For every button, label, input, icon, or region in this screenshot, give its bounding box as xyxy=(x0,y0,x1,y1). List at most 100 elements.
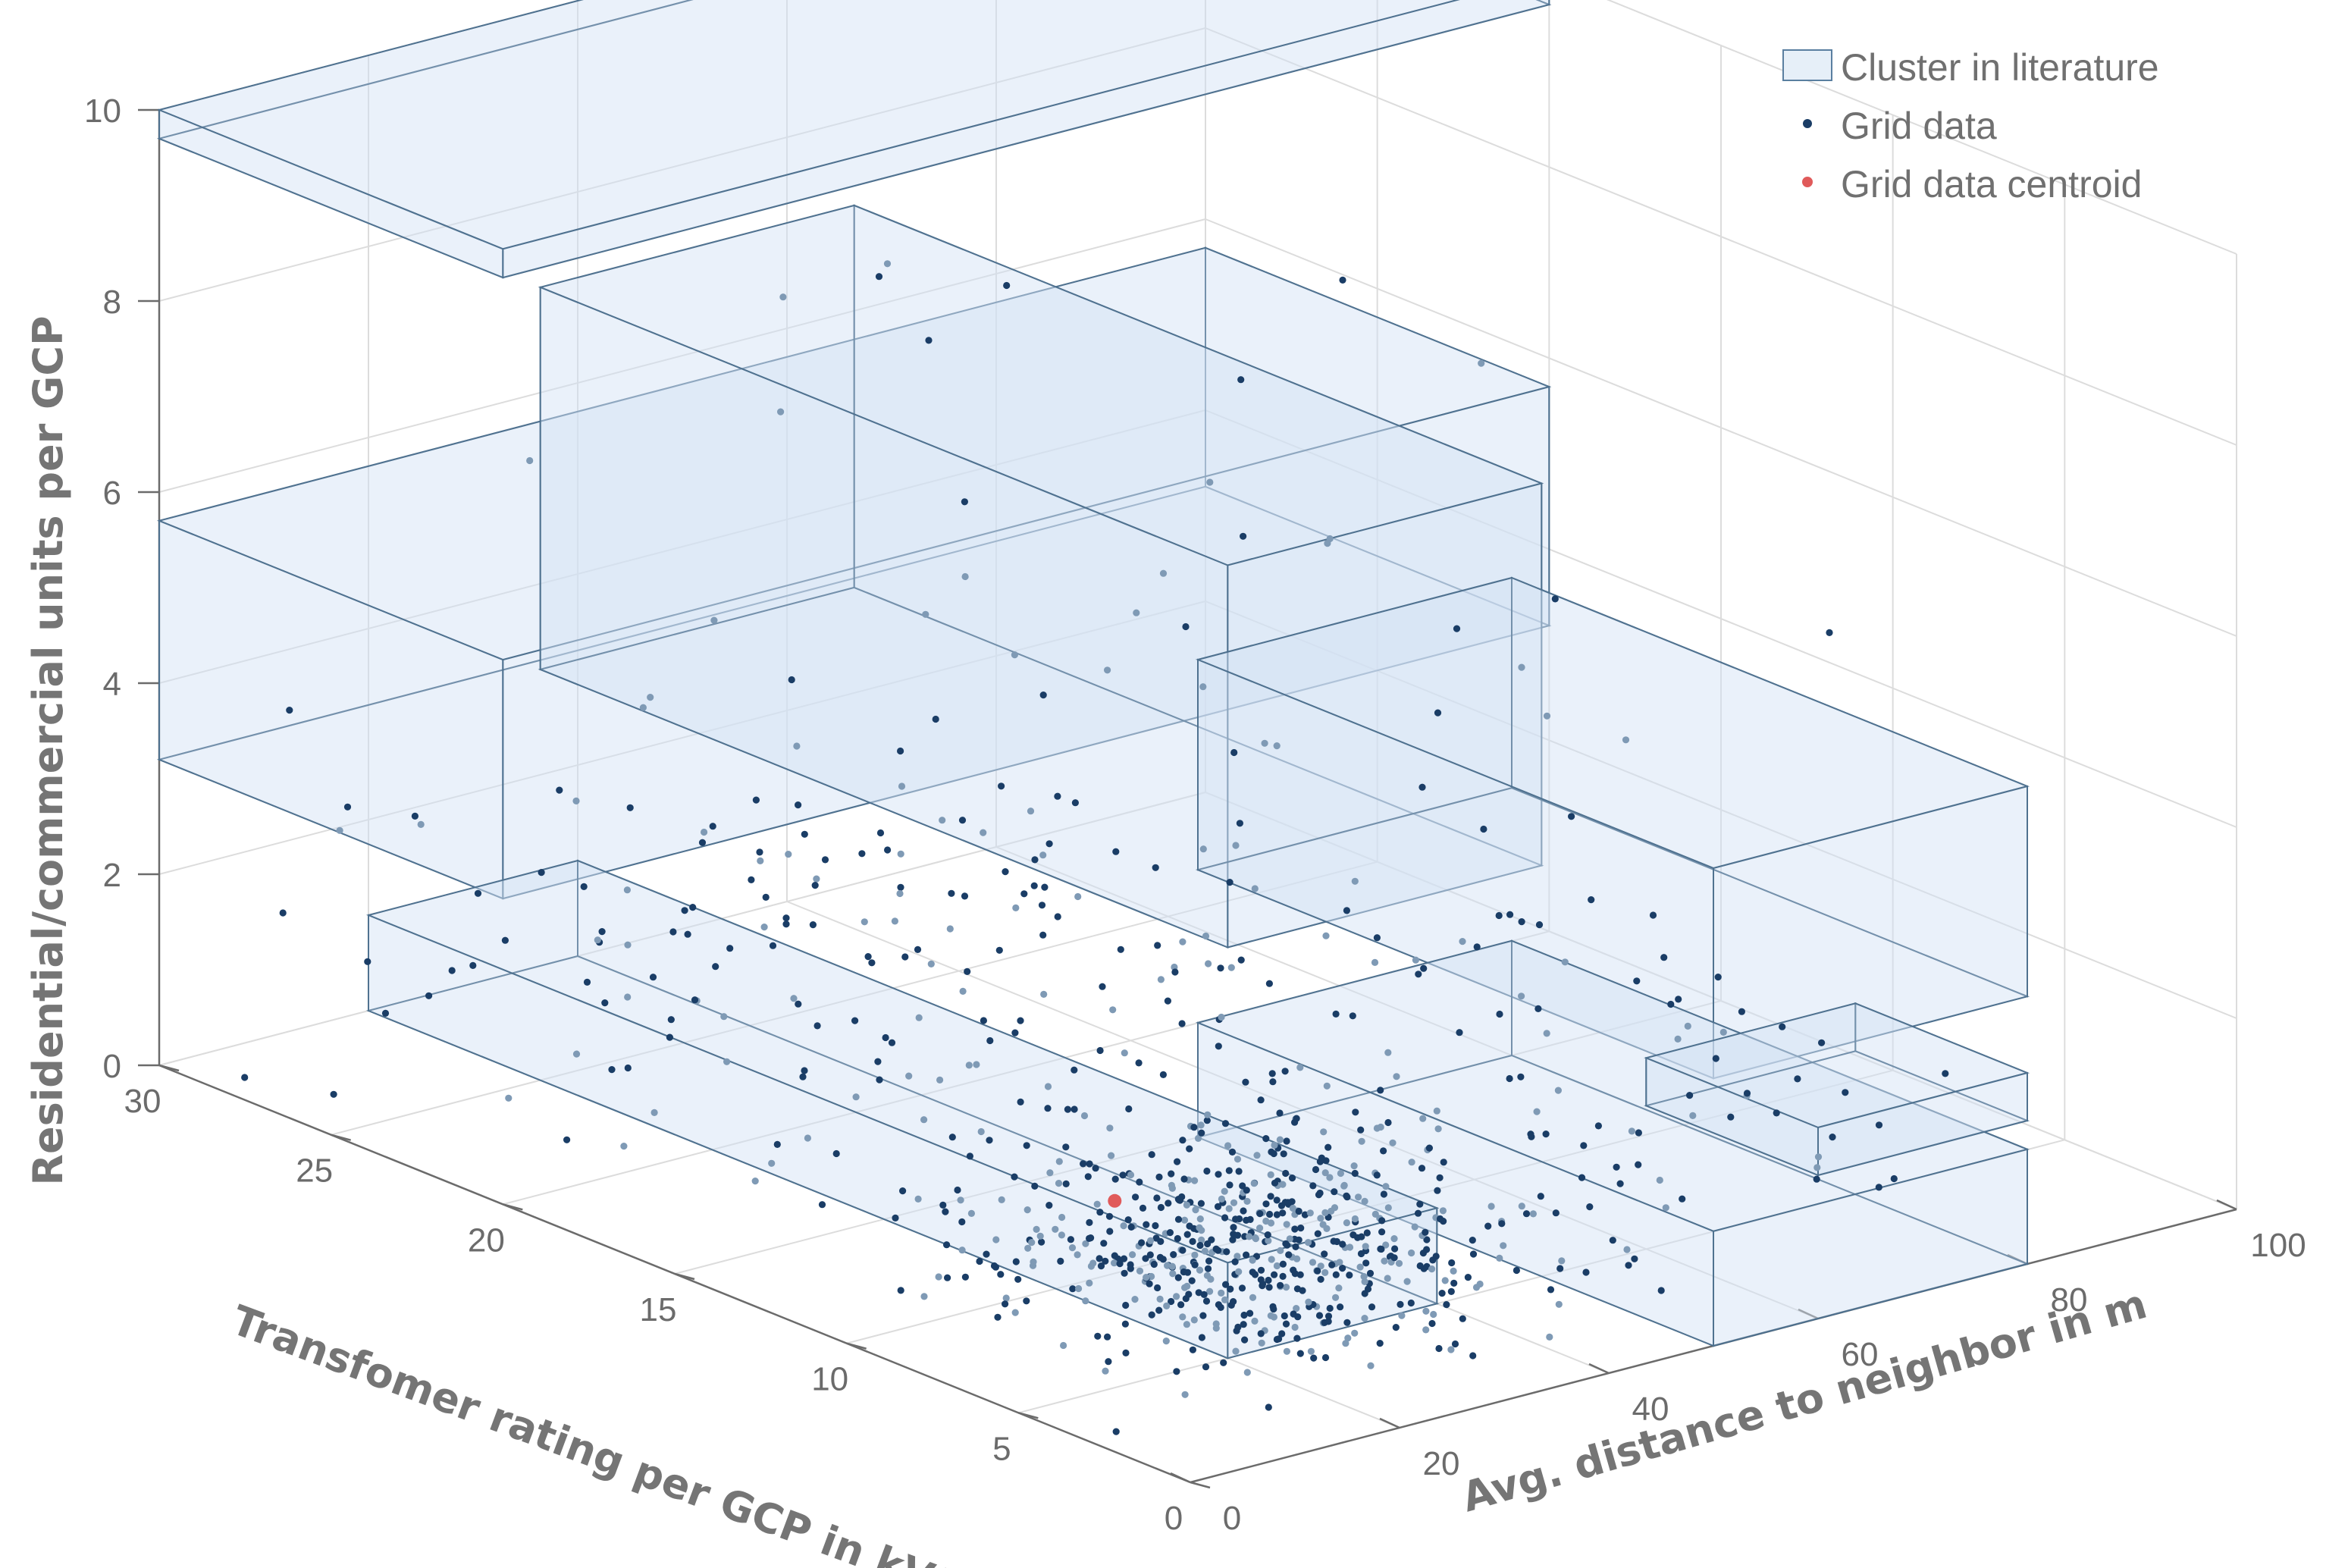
grid-data-point xyxy=(1014,1275,1022,1283)
x-tick xyxy=(331,1134,351,1141)
grid-data-point xyxy=(1023,1142,1030,1149)
y-tick-label: 60 xyxy=(1842,1336,1879,1373)
grid-data-point xyxy=(1071,799,1079,807)
grid-data-point xyxy=(1234,1231,1242,1239)
grid-data-point xyxy=(1447,1346,1455,1353)
grid-data-point xyxy=(1198,1129,1205,1137)
grid-data-point xyxy=(1317,1275,1324,1283)
grid-data-point xyxy=(1120,1255,1128,1262)
grid-data-point xyxy=(961,572,969,581)
grid-data-point xyxy=(882,1033,889,1042)
grid-data-point xyxy=(1265,1276,1272,1284)
grid-data-point xyxy=(1459,1315,1466,1322)
grid-data-point xyxy=(1165,1200,1172,1207)
cluster-box-face xyxy=(1197,1021,1714,1347)
grid-data-point xyxy=(1556,1265,1564,1272)
grid-data-point xyxy=(1117,946,1124,953)
grid-data-point xyxy=(330,1090,337,1098)
grid-data-point xyxy=(501,936,509,944)
grid-data-point xyxy=(1331,1188,1338,1196)
y-tick xyxy=(1588,1363,1610,1375)
grid-data-point xyxy=(1288,1174,1296,1182)
grid-data-point xyxy=(927,960,935,967)
grid-data-point xyxy=(1027,808,1035,815)
grid-data-point xyxy=(752,796,760,804)
grid-data-point xyxy=(1180,1175,1188,1183)
grid-data-point xyxy=(980,829,987,836)
grid-data-point xyxy=(1278,1330,1286,1338)
grid-data-point xyxy=(1628,1127,1635,1135)
grid-data-point xyxy=(1122,1349,1130,1356)
grid-data-point xyxy=(1498,1220,1506,1228)
grid-data-point xyxy=(1271,1141,1278,1149)
grid-data-point xyxy=(286,707,293,714)
grid-data-point xyxy=(1096,1209,1104,1216)
grid-data-point xyxy=(891,917,898,925)
grid-data-point xyxy=(1201,1247,1208,1255)
grid-data-point xyxy=(1392,1324,1400,1331)
grid-data-point xyxy=(1342,1340,1350,1347)
grid-data-point xyxy=(948,889,955,897)
grid-data-point xyxy=(1121,1049,1128,1057)
grid-data-point xyxy=(966,1152,973,1160)
grid-data-point xyxy=(1283,1347,1290,1355)
grid-data-point xyxy=(1212,1245,1220,1253)
grid-data-point xyxy=(1249,1256,1256,1264)
grid-data-point xyxy=(1243,1216,1250,1224)
grid-data-point xyxy=(1228,1148,1237,1156)
grid-data-point xyxy=(1412,956,1419,964)
grid-data-point xyxy=(1382,1183,1390,1190)
grid-data-point xyxy=(1116,1260,1124,1268)
grid-data-point xyxy=(1500,1242,1507,1250)
grid-data-point xyxy=(1675,996,1682,1003)
gridline xyxy=(1205,792,2237,1210)
grid-data-point xyxy=(1046,1169,1054,1177)
grid-data-point xyxy=(1082,1297,1089,1305)
grid-data-point xyxy=(1340,1182,1348,1190)
grid-data-point xyxy=(1382,1241,1390,1249)
grid-data-point xyxy=(417,820,425,828)
grid-data-point xyxy=(1352,1109,1359,1116)
grid-data-point xyxy=(1395,1259,1403,1267)
grid-data-point xyxy=(1089,1259,1097,1267)
grid-data-point xyxy=(1324,1318,1332,1325)
grid-data-point xyxy=(1430,1310,1437,1319)
grid-data-point xyxy=(343,803,352,811)
grid-data-point xyxy=(1206,1287,1214,1295)
grid-data-point xyxy=(1086,1234,1093,1242)
grid-data-point xyxy=(1102,1367,1109,1375)
grid-data-point xyxy=(1265,1284,1273,1291)
grid-data-point xyxy=(1217,964,1224,972)
grid-data-point xyxy=(1366,1269,1375,1277)
grid-data-point xyxy=(1354,1234,1362,1241)
cluster-box xyxy=(1644,1002,2030,1177)
grid-data-point xyxy=(1080,1112,1089,1120)
grid-data-point xyxy=(1257,1266,1265,1274)
grid-data-point xyxy=(1276,1109,1284,1117)
grid-data-point xyxy=(1306,1209,1314,1217)
grid-data-point xyxy=(1443,1301,1450,1309)
grid-data-point xyxy=(594,936,601,944)
grid-data-point xyxy=(1273,1335,1281,1344)
z-tick-label: 6 xyxy=(103,475,121,512)
grid-data-point xyxy=(1038,1238,1045,1246)
grid-data-point xyxy=(1397,1300,1404,1308)
x-tick-label: 0 xyxy=(1165,1500,1183,1537)
grid-data-point xyxy=(1096,1046,1104,1055)
grid-data-point xyxy=(1351,1169,1359,1178)
grid-data-point xyxy=(1109,1006,1117,1014)
grid-data-point xyxy=(1196,1241,1204,1250)
grid-data-point xyxy=(1346,1243,1354,1251)
grid-data-point xyxy=(1390,1235,1398,1243)
grid-data-point xyxy=(1384,1118,1392,1127)
grid-data-point xyxy=(712,963,719,971)
grid-data-point xyxy=(1257,1096,1265,1104)
grid-data-point xyxy=(1283,1221,1290,1228)
grid-data-point xyxy=(1214,1203,1222,1210)
grid-data-point xyxy=(1031,1182,1039,1190)
grid-data-point xyxy=(811,882,819,889)
grid-data-point xyxy=(1011,1173,1018,1181)
grid-data-point xyxy=(1418,783,1426,791)
grid-data-point xyxy=(1273,1211,1281,1218)
grid-data-point xyxy=(1060,1341,1067,1350)
